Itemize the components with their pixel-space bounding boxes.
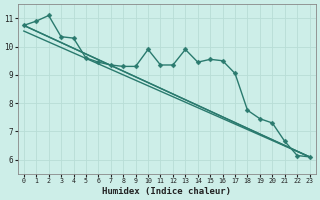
- X-axis label: Humidex (Indice chaleur): Humidex (Indice chaleur): [102, 187, 231, 196]
